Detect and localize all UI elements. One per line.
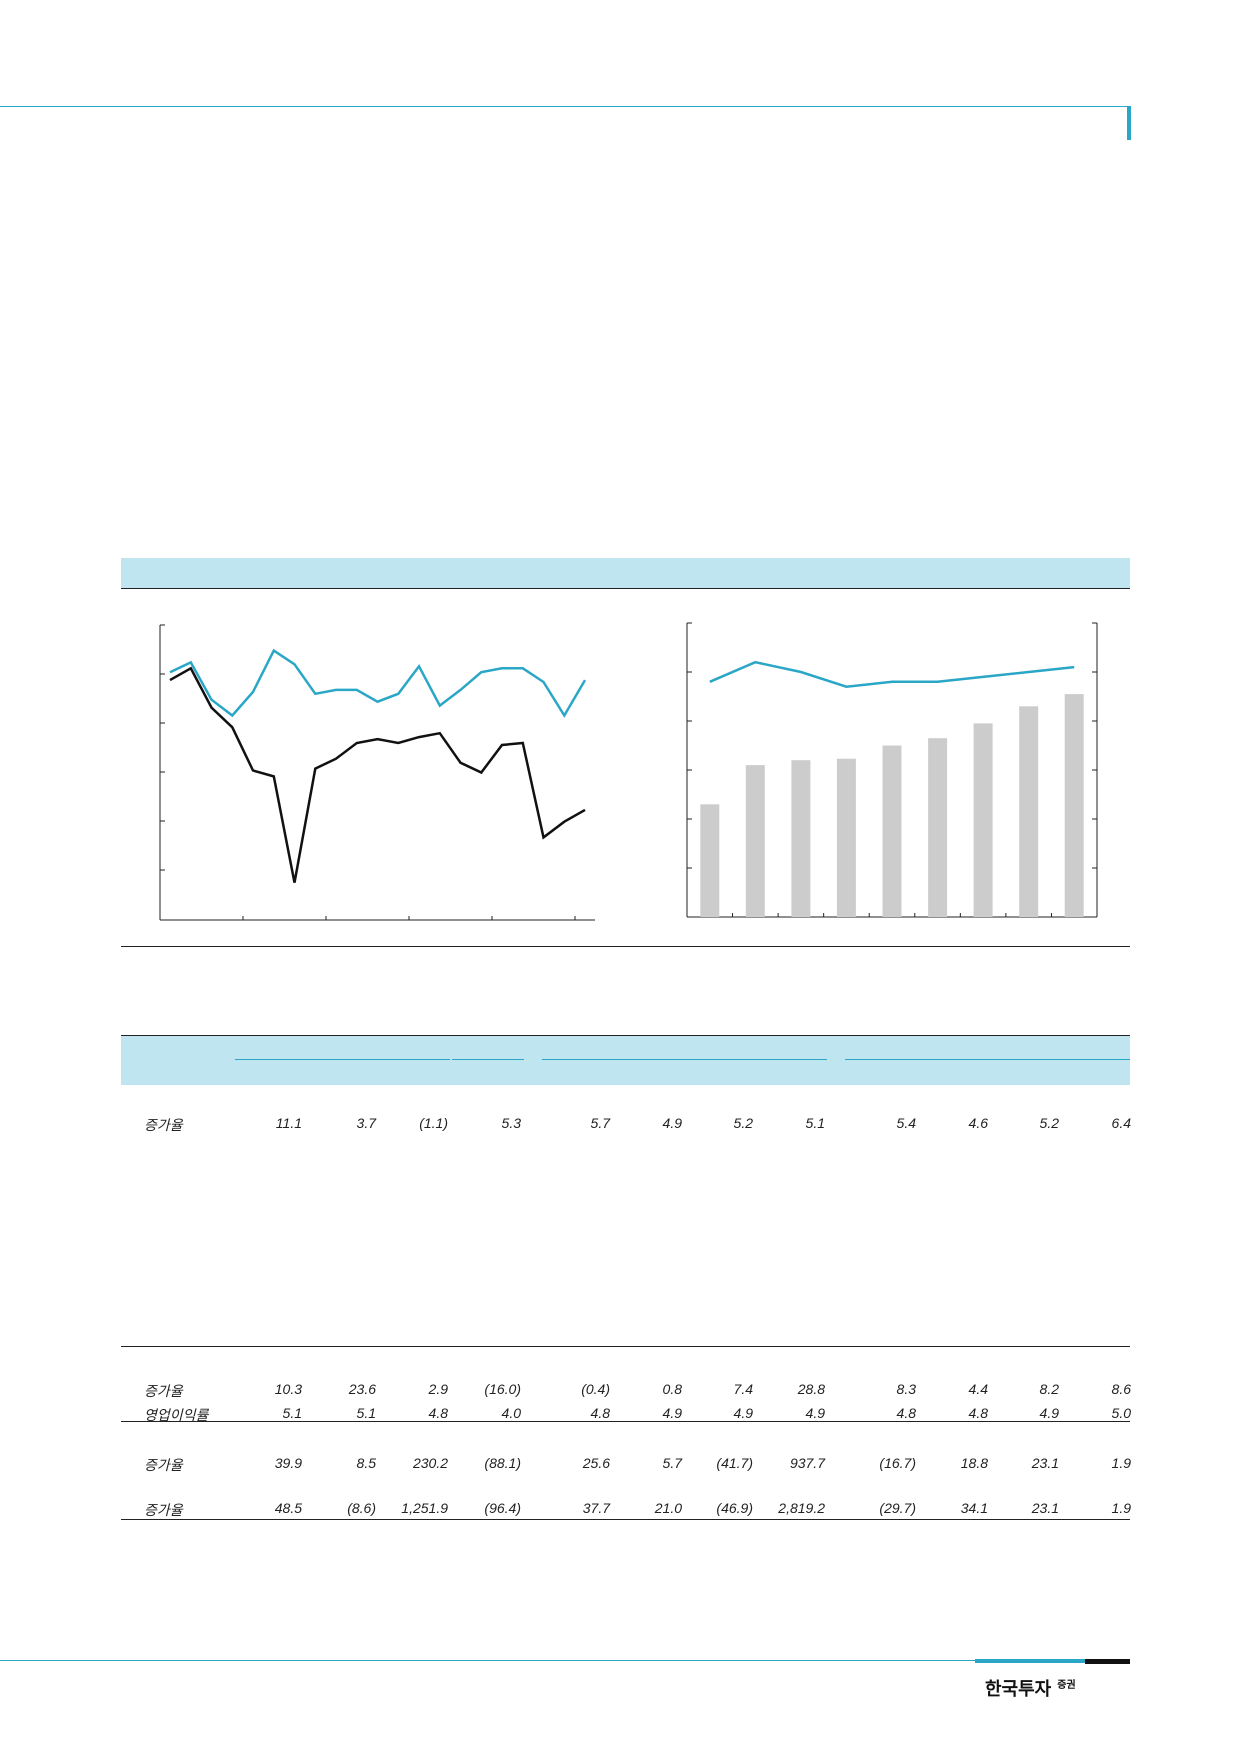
table-group-line-2 [452, 1059, 524, 1060]
table-cell: 5.4 [896, 1115, 916, 1131]
table-cell: 5.1 [356, 1405, 376, 1421]
table-cell: 937.7 [789, 1455, 825, 1471]
table-cell: 4.6 [968, 1115, 988, 1131]
table-cell: 8.2 [1039, 1381, 1059, 1397]
table-bottom-rule [121, 1519, 1130, 1520]
table-header-band [121, 1036, 1130, 1085]
table-cell: 5.0 [1111, 1405, 1131, 1421]
table-cell: 28.8 [797, 1381, 825, 1397]
table-cell: (96.4) [484, 1500, 521, 1516]
table-cell: 4.9 [662, 1115, 682, 1131]
row-label: 증가율 [144, 1457, 183, 1473]
table-cell: 23.1 [1031, 1500, 1059, 1516]
brand-logo: 한국투자 증권 [985, 1675, 1076, 1701]
table-cell: 2,819.2 [778, 1500, 825, 1516]
table-cell: 4.9 [662, 1405, 682, 1421]
table-cell: 8.3 [896, 1381, 916, 1397]
footer-rule [0, 1660, 975, 1661]
row-label: 증가율 [144, 1117, 183, 1133]
table-cell: 7.4 [733, 1381, 753, 1397]
table-cell: 11.1 [275, 1115, 302, 1131]
table-cell: 5.1 [805, 1115, 825, 1131]
header-rule [0, 106, 1130, 107]
table-section-rule-1 [121, 1346, 1130, 1347]
table-cell: (41.7) [716, 1455, 753, 1471]
table-cell: (88.1) [484, 1455, 521, 1471]
table-cell: 23.1 [1031, 1455, 1059, 1471]
brand-name: 한국투자 [985, 1679, 1052, 1699]
table-cell: 4.9 [733, 1405, 753, 1421]
table-top-rule [121, 1035, 1130, 1036]
footer-accent-blue [975, 1659, 1085, 1663]
table-cell: 37.7 [582, 1500, 610, 1516]
bar [928, 738, 948, 917]
table-cell: 34.1 [960, 1500, 988, 1516]
table-cell: (29.7) [879, 1500, 916, 1516]
table-cell: 4.9 [1039, 1405, 1059, 1421]
table-cell: (0.4) [581, 1381, 610, 1397]
table-cell: 0.8 [662, 1381, 682, 1397]
table-cell: 5.1 [282, 1405, 302, 1421]
bar [1064, 694, 1084, 917]
figure-title-band [121, 558, 1130, 588]
table-cell: 1.9 [1111, 1500, 1131, 1516]
table-cell: 2.9 [428, 1381, 448, 1397]
table-section-rule-2 [121, 1421, 1130, 1422]
table-cell: 6.4 [1111, 1115, 1131, 1131]
bar [791, 760, 811, 917]
series-line-1 [169, 648, 587, 718]
table-cell: 39.9 [274, 1455, 302, 1471]
table-cell: 3.7 [356, 1115, 376, 1131]
figure-bottom-rule [121, 946, 1130, 947]
table-cell: 8.5 [356, 1455, 376, 1471]
table-cell: (16.7) [879, 1455, 916, 1471]
table-cell: 21.0 [654, 1500, 682, 1516]
bar [700, 804, 720, 917]
table-group-line-4 [845, 1059, 1130, 1060]
table-cell: 48.5 [274, 1500, 302, 1516]
table-cell: 4.8 [428, 1405, 448, 1421]
table-cell: (8.6) [347, 1500, 376, 1516]
table-cell: 4.8 [590, 1405, 610, 1421]
bar [745, 765, 765, 917]
table-group-line-3 [542, 1059, 827, 1060]
table-cell: 4.8 [896, 1405, 916, 1421]
brand-suffix: 증권 [1057, 1680, 1076, 1691]
left-line-chart [159, 624, 595, 921]
bar [1019, 706, 1039, 917]
table-cell: (46.9) [716, 1500, 753, 1516]
table-group-line-1 [235, 1059, 450, 1060]
series-line-2 [169, 666, 586, 883]
row-label: 증가율 [144, 1383, 183, 1399]
table-cell: (1.1) [419, 1115, 448, 1131]
table-cell: 18.8 [960, 1455, 988, 1471]
footer-accent-black [1085, 1659, 1130, 1664]
bar [882, 745, 902, 917]
table-cell: 4.8 [968, 1405, 988, 1421]
table-cell: 23.6 [348, 1381, 376, 1397]
table-cell: 8.6 [1111, 1381, 1131, 1397]
table-cell: 5.2 [733, 1115, 753, 1131]
table-cell: 10.3 [274, 1381, 302, 1397]
table-cell: 4.4 [968, 1381, 988, 1397]
table-cell: 1,251.9 [401, 1500, 448, 1516]
right-bar-line-chart [686, 622, 1098, 918]
table-cell: (16.0) [484, 1381, 521, 1397]
table-cell: 4.9 [805, 1405, 825, 1421]
header-tab-marker [1127, 106, 1131, 140]
row-label: 영업이익률 [144, 1407, 209, 1423]
table-cell: 5.7 [662, 1455, 682, 1471]
line-series [709, 660, 1075, 688]
table-cell: 5.2 [1039, 1115, 1059, 1131]
table-cell: 25.6 [582, 1455, 610, 1471]
figure-top-rule [121, 588, 1130, 589]
table-cell: 5.3 [501, 1115, 521, 1131]
table-cell: 5.7 [590, 1115, 610, 1131]
bar [836, 758, 856, 917]
table-cell: 1.9 [1111, 1455, 1131, 1471]
table-cell: 4.0 [501, 1405, 521, 1421]
table-cell: 230.2 [412, 1455, 448, 1471]
bar [973, 723, 993, 917]
row-label: 증가율 [144, 1502, 183, 1518]
